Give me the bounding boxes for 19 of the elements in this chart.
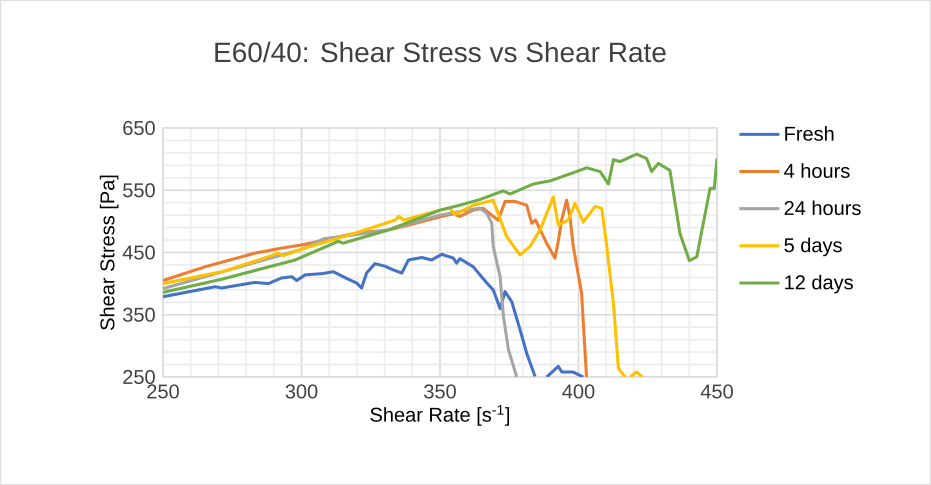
y-tick-label: 650 <box>123 120 155 136</box>
x-tick-label: 300 <box>286 384 318 399</box>
x-tick-label: 350 <box>424 384 456 399</box>
x-tick-label: 400 <box>562 384 594 399</box>
legend-label: 24 hours <box>784 200 861 216</box>
x-axis-title: Shear Rate [s$^{-1}$] <box>370 405 510 426</box>
x-tick-label: 450 <box>700 384 733 399</box>
y-tick-label: 450 <box>122 245 155 260</box>
x-tick-label: 250 <box>147 384 179 399</box>
chart-title: E60/40: Shear Stress vs Shear Rate <box>215 42 666 62</box>
y-tick-label: 350 <box>123 308 155 322</box>
y-tick-label: 250 <box>123 370 155 384</box>
y-axis-title: Shear Stress [Pa] <box>100 176 118 330</box>
y-tick-label: 550 <box>123 183 155 198</box>
legend-label: 5 days <box>784 238 842 256</box>
line-series <box>163 152 717 294</box>
legend-label: 4 hours <box>784 163 850 178</box>
legend-label: 12 days <box>785 274 853 294</box>
legend-label: Fresh <box>785 126 834 141</box>
